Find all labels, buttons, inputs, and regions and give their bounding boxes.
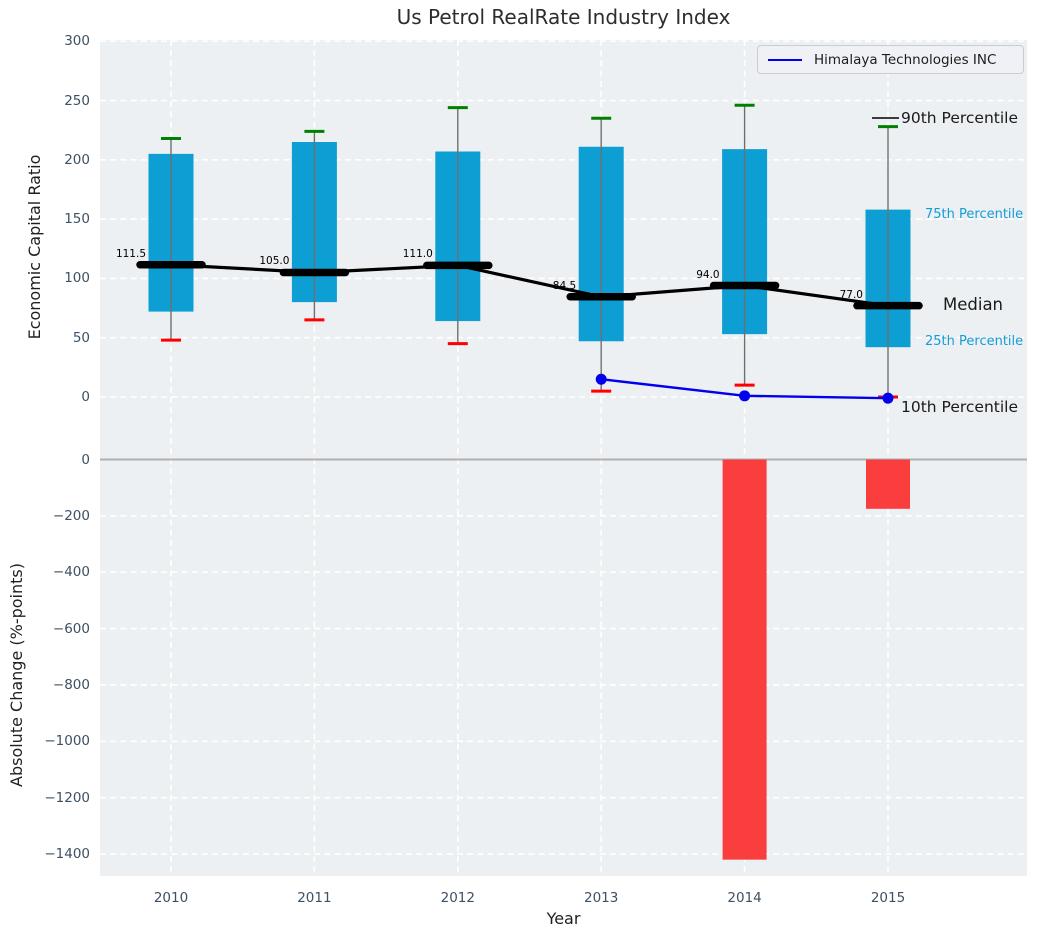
change-bar: [866, 459, 910, 509]
median-value-label: 84.5: [552, 279, 577, 292]
y-axis-label-bottom: Absolute Change (%-points): [7, 563, 26, 787]
y-tick-label-top: 200: [64, 151, 90, 168]
median-value-label: 105.0: [259, 255, 290, 268]
y-axis-label-bottom-wrap: Absolute Change (%-points): [7, 563, 26, 787]
x-axis-label: Year: [546, 909, 581, 928]
y-tick-label-top: 300: [64, 33, 90, 50]
company-point: [882, 392, 894, 404]
y-tick-label-bottom: −800: [52, 676, 90, 693]
y-tick-label-bottom: −1000: [44, 733, 90, 750]
x-tick-label: 2010: [153, 890, 189, 906]
y-tick-label-bottom: 0: [81, 451, 90, 468]
percentile-annotation: 25th Percentile: [925, 334, 1024, 350]
legend-line-swatch: [768, 58, 802, 61]
legend: Himalaya Technologies INC: [757, 45, 1024, 74]
company-point: [595, 373, 607, 385]
median-value-label: 77.0: [839, 288, 863, 301]
y-tick-label-bottom: −1200: [44, 789, 90, 806]
x-tick-label: 2015: [870, 890, 906, 906]
median-value-label: 111.5: [115, 247, 146, 260]
plot-svg: [100, 40, 1027, 876]
change-bar: [722, 459, 767, 860]
y-tick-label-top: 0: [81, 389, 90, 405]
y-tick-label-bottom: −400: [52, 564, 90, 581]
company-point: [739, 390, 751, 402]
plot-area: [100, 40, 1027, 876]
y-tick-label-top: 100: [64, 270, 90, 287]
median-value-label: 94.0: [696, 268, 720, 281]
median-value-label: 111.0: [402, 248, 433, 261]
y-tick-label-top: 50: [72, 329, 90, 346]
y-tick-label-bottom: −600: [52, 620, 90, 637]
percentile-annotation: 10th Percentile: [901, 398, 1019, 417]
y-tick-label-bottom: −1400: [44, 846, 90, 863]
legend-label: Himalaya Technologies INC: [814, 51, 997, 68]
y-axis-label-top-wrap: Economic Capital Ratio: [25, 155, 44, 340]
y-tick-label-top: 250: [64, 92, 90, 109]
x-tick-label: 2013: [584, 890, 619, 906]
y-tick-label-bottom: −200: [52, 507, 90, 524]
percentile-annotation: 75th Percentile: [925, 207, 1024, 223]
percentile-annotation: 90th Percentile: [901, 108, 1019, 127]
y-tick-label-top: 150: [64, 211, 90, 228]
percentile-annotation: Median: [943, 295, 1004, 315]
x-tick-label: 2011: [297, 890, 332, 906]
y-axis-label-top: Economic Capital Ratio: [25, 155, 44, 340]
x-tick-label: 2014: [727, 890, 762, 906]
chart-title: Us Petrol RealRate Industry Index: [396, 5, 731, 29]
x-tick-label: 2012: [440, 890, 475, 906]
